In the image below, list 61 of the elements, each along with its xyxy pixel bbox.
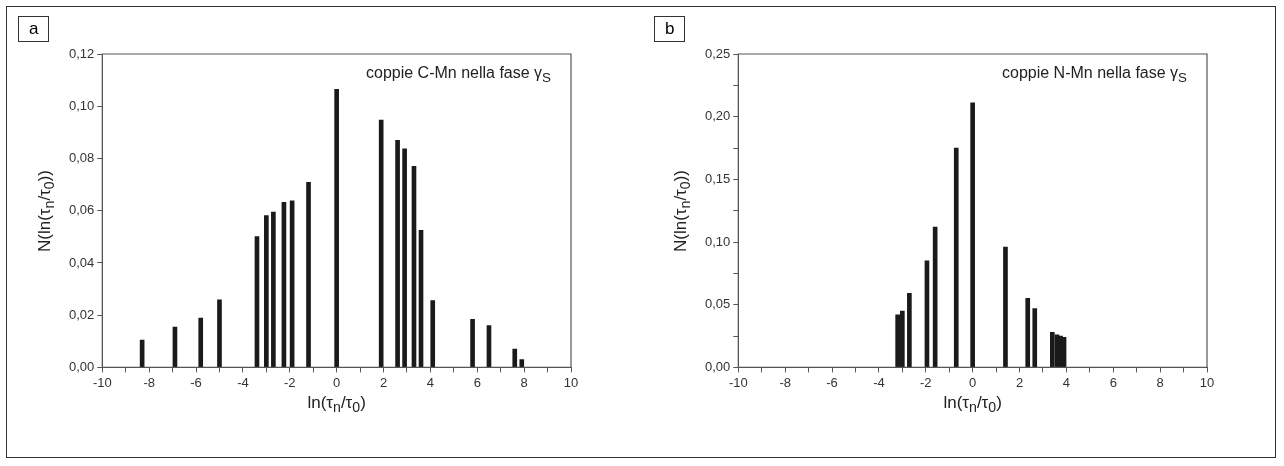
y-tick-label: 0,00 [704,358,731,374]
x-tick-label: 0 [333,374,341,390]
x-tick-label: -4 [873,374,885,390]
x-tick-label: 4 [1062,374,1071,390]
annotation: coppie C-Mn nella fase γ$_{S}$ [366,64,551,86]
x-tick-label: -6 [190,374,202,390]
x-tick-label: -10 [92,374,112,390]
x-tick-label: -8 [143,374,155,390]
bar [395,140,400,368]
y-tick-label: 0,06 [68,202,95,218]
x-tick-label: -10 [728,374,748,390]
bar [953,147,959,368]
x-tick-label: 10 [563,374,579,390]
bar [402,148,407,368]
x-tick-label: 8 [1156,374,1164,390]
bar [264,215,269,368]
bar [430,300,436,368]
bar [970,102,975,368]
y-tick-label: 0,04 [68,254,95,270]
x-tick-label: 2 [1015,374,1024,390]
x-tick-label: 6 [1109,374,1117,390]
x-tick-label: 4 [426,374,435,390]
x-axis-title: ln(τ$_{n}$/τ$_{0}$) [943,393,1002,416]
bar [198,317,204,368]
y-tick-label: 0,15 [704,170,731,186]
x-tick-label: -6 [826,374,838,390]
bar [470,319,475,368]
y-tick-label: 0,00 [68,358,95,374]
y-tick-label: 0,10 [704,233,731,249]
bar [306,181,311,368]
bar [1003,246,1008,368]
text: b [654,16,686,42]
y-tick-label: 0,10 [68,97,95,113]
bar [378,119,384,368]
x-tick-label: 0 [969,374,977,390]
bar [1032,308,1038,368]
x-tick-label: -4 [237,374,249,390]
x-tick-label: -8 [779,374,791,390]
bar [1025,298,1031,368]
bar [1050,331,1055,368]
y-tick-label: 0,20 [704,108,731,124]
x-tick-label: 2 [379,374,388,390]
text: a [18,16,50,42]
x-tick-label: 8 [520,374,528,390]
y-tick-label: 0,25 [704,45,731,61]
bar [512,348,518,368]
y-tick-label: 0,05 [704,296,731,312]
bar [907,293,912,368]
x-tick-label: 6 [473,374,481,390]
y-tick-label: 0,12 [68,45,95,61]
annotation: coppie N-Mn nella fase γ$_{S}$ [1002,64,1187,86]
x-axis-title: ln(τ$_{n}$/τ$_{0}$) [307,393,366,416]
y-tick-label: 0,08 [68,150,95,166]
x-tick-label: -2 [920,374,932,390]
x-tick-label: 10 [1199,374,1215,390]
x-tick-label: -2 [284,374,296,390]
y-tick-label: 0,02 [68,306,95,322]
bar [334,88,339,368]
bar [519,359,525,368]
bar [271,211,276,368]
bar [217,299,222,368]
